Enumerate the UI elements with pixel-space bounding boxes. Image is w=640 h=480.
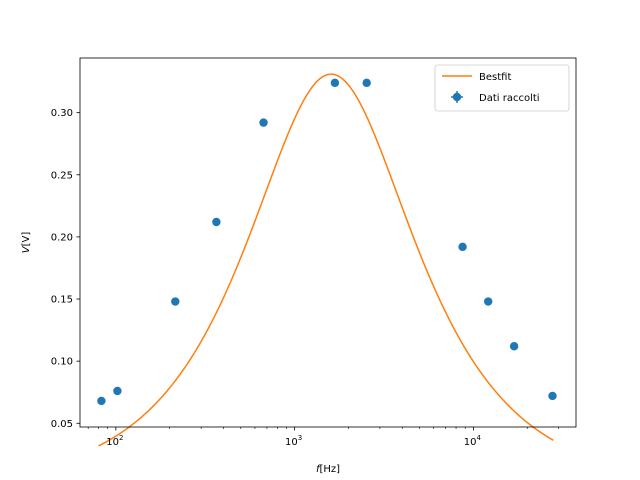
data-point: [97, 396, 106, 406]
x-tick-label: 102: [106, 434, 123, 448]
data-point: [509, 342, 519, 351]
y-tick-label: 0.10: [51, 357, 73, 368]
legend-label-dati: Dati raccolti: [479, 93, 540, 104]
data-point: [483, 297, 493, 306]
plot-area: [79, 57, 577, 447]
data-point: [362, 78, 371, 88]
y-tick-label: 0.05: [51, 419, 73, 430]
data-point: [548, 391, 557, 401]
x-tick-label: 103: [285, 434, 302, 448]
y-tick-label: 0.25: [51, 170, 73, 181]
legend-label-bestfit: Bestfit: [479, 72, 511, 83]
data-point: [330, 78, 340, 88]
axes-frame: [79, 57, 577, 428]
axis-labels: f[Hz] V[V]: [21, 232, 340, 475]
data-point: [171, 297, 180, 306]
legend-marker-handle: [452, 92, 462, 102]
data-point: [212, 217, 221, 227]
y-tick-label: 0.20: [51, 232, 73, 243]
x-axis-label: f[Hz]: [316, 464, 340, 475]
legend: Bestfit Dati raccolti: [434, 64, 570, 112]
data-point: [259, 118, 268, 127]
data-point: [458, 242, 467, 252]
x-tick-label: 104: [464, 434, 482, 448]
y-tick-label: 0.15: [51, 295, 73, 306]
y-axis-label: V[V]: [21, 232, 32, 254]
data-point: [113, 386, 122, 396]
y-tick-label: 0.30: [51, 108, 73, 119]
axis-ticks: 102 103 104 0.05 0.10 0.15 0.20 0.25 0.30: [51, 108, 559, 448]
bestfit-line: [98, 73, 554, 447]
